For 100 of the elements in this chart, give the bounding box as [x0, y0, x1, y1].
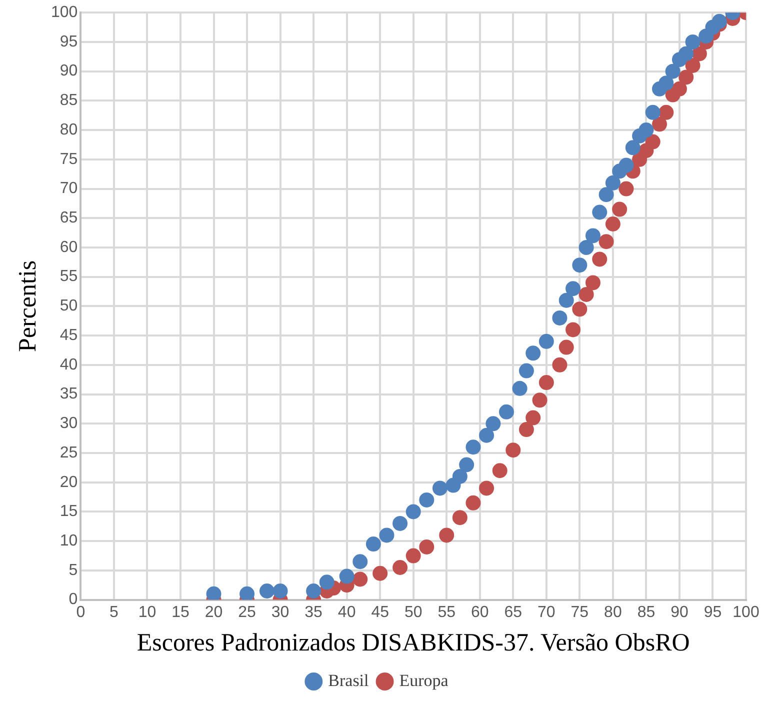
y-tick-label: 45	[60, 326, 78, 344]
point	[406, 548, 421, 564]
point	[272, 583, 288, 598]
y-tick-label: 75	[60, 150, 78, 168]
point	[240, 586, 255, 600]
point	[352, 572, 368, 587]
point	[685, 58, 700, 73]
x-tick-label: 65	[504, 604, 522, 621]
point	[572, 258, 588, 273]
point	[592, 204, 608, 220]
legend-label: Brasil	[328, 670, 370, 690]
y-tick-label: 0	[68, 591, 78, 608]
y-tick-label: 15	[60, 503, 78, 520]
x-tick-label: 20	[204, 604, 223, 621]
point	[392, 516, 408, 531]
point	[685, 34, 700, 50]
point	[645, 104, 660, 120]
x-tick-label: 25	[238, 604, 256, 621]
point	[625, 140, 640, 156]
y-tick-label: 35	[60, 386, 78, 403]
y-tick-label: 60	[60, 238, 78, 256]
legend-label: Europa	[399, 670, 449, 690]
point	[658, 104, 674, 120]
point	[592, 252, 608, 267]
point	[526, 410, 541, 426]
point	[578, 240, 594, 255]
point	[419, 539, 434, 554]
point	[658, 76, 674, 91]
point	[665, 64, 680, 79]
y-tick-label: 80	[60, 121, 78, 138]
point	[452, 510, 468, 526]
y-tick-label: 55	[60, 268, 78, 286]
y-tick-label: 100	[50, 4, 78, 22]
point	[672, 81, 687, 96]
point	[518, 363, 534, 378]
point	[638, 122, 654, 138]
point	[585, 275, 600, 290]
point	[512, 380, 528, 396]
point	[532, 392, 548, 408]
point	[605, 216, 620, 232]
x-tick-label: 60	[470, 604, 489, 621]
point	[538, 375, 554, 390]
point	[605, 175, 620, 190]
point	[558, 292, 574, 308]
point	[479, 480, 494, 496]
point	[598, 234, 614, 250]
point	[379, 528, 394, 543]
point	[432, 480, 448, 496]
point	[486, 416, 501, 432]
y-tick-label: 95	[60, 33, 78, 50]
y-tick-label: 10	[60, 532, 78, 550]
point	[598, 187, 614, 202]
y-tick-label: 85	[60, 92, 78, 110]
point	[406, 504, 421, 520]
point	[538, 334, 554, 349]
point	[352, 554, 368, 570]
point	[306, 583, 322, 598]
point	[618, 181, 634, 196]
x-axis-title: Escores Padronizados DISABKIDS-37. Versão ObsRO	[136, 630, 690, 657]
x-tick-label: 85	[637, 604, 656, 621]
point	[518, 422, 534, 438]
point	[678, 46, 694, 62]
x-tick-label: 90	[670, 604, 688, 621]
point	[612, 202, 628, 217]
point	[392, 560, 408, 576]
x-tick-label: 95	[704, 604, 722, 621]
point	[459, 457, 474, 472]
x-tick-label: 55	[438, 604, 456, 621]
point	[419, 492, 434, 508]
y-tick-label: 90	[60, 62, 78, 80]
y-axis-title: Percentis	[14, 260, 42, 352]
point	[558, 340, 574, 355]
point	[452, 468, 468, 484]
x-tick-label: 15	[172, 604, 190, 621]
point	[506, 442, 521, 458]
point	[585, 228, 600, 244]
point	[678, 70, 694, 85]
x-tick-label: 45	[371, 604, 390, 621]
point	[372, 566, 388, 581]
point	[618, 158, 634, 173]
point	[206, 586, 222, 600]
x-tick-label: 5	[110, 604, 119, 621]
point	[479, 428, 494, 443]
x-tick-label: 10	[138, 604, 156, 621]
point	[645, 134, 660, 150]
point	[439, 528, 454, 543]
point	[566, 322, 581, 338]
y-tick-label: 65	[60, 210, 78, 227]
x-tick-label: 100	[732, 604, 760, 621]
x-tick-label: 40	[338, 604, 356, 621]
point	[652, 116, 668, 132]
point	[492, 463, 508, 478]
y-tick-label: 70	[60, 180, 78, 198]
y-tick-label: 25	[60, 444, 78, 462]
x-tick-label: 70	[538, 604, 556, 621]
point	[466, 495, 481, 510]
point	[259, 583, 274, 598]
x-tick-label: 75	[570, 604, 589, 621]
point	[366, 536, 381, 552]
point	[339, 568, 354, 584]
